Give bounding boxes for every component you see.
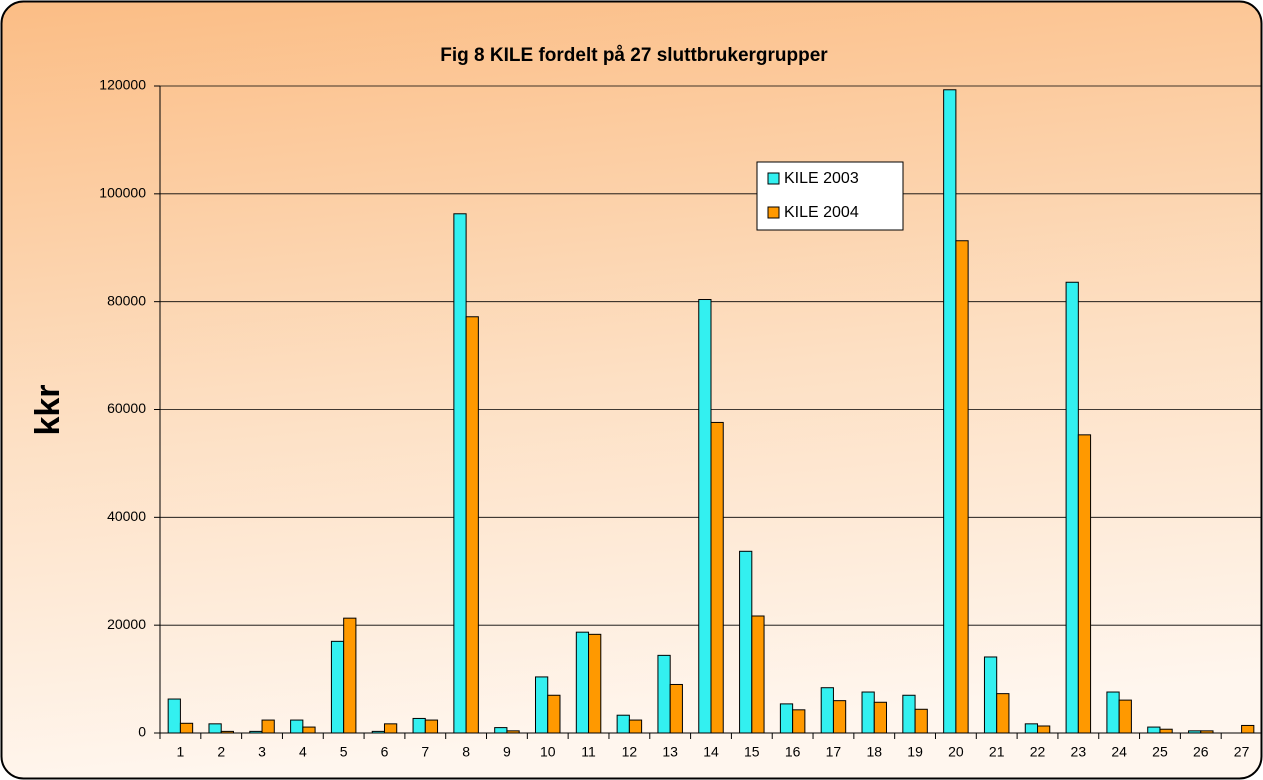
bar [383,723,398,734]
bar [302,726,316,734]
legend-label: KILE 2003 [784,170,859,187]
bar [290,719,304,734]
x-tick-label: 21 [989,744,1005,760]
y-tick-label: 80000 [107,292,146,308]
bar [779,703,794,734]
bar [628,719,643,734]
y-tick-label: 120000 [99,77,146,93]
bar [1118,699,1132,734]
x-tick-label: 13 [662,744,678,760]
x-tick-label: 9 [503,744,511,760]
bar [983,656,998,734]
bar [669,683,683,734]
bar [739,550,753,734]
x-tick-label: 26 [1193,744,1209,760]
x-tick-label: 10 [540,744,556,760]
bar [261,719,275,734]
x-tick-label: 3 [258,744,266,760]
x-tick-label: 4 [299,744,307,760]
x-tick-label: 2 [217,744,225,760]
chart-title: Fig 8 KILE fordelt på 27 sluttbrukergrup… [440,45,828,66]
y-tick-label: 100000 [99,185,146,201]
bar [1241,724,1255,734]
bar [751,615,765,734]
bar [208,723,222,734]
x-tick-label: 18 [866,744,882,760]
bar [861,691,875,734]
bar [1159,728,1173,734]
bar [424,719,439,734]
bar [465,316,479,734]
x-tick-label: 23 [1071,744,1087,760]
bar [955,240,969,734]
x-tick-label: 1 [177,744,185,760]
y-axis-label: kkr [29,384,67,435]
bar [1024,723,1039,734]
bar [167,698,181,734]
legend-swatch [767,206,780,219]
bar [588,633,602,734]
x-tick-label: 17 [826,744,842,760]
x-tick-label: 16 [785,744,801,760]
x-tick-label: 22 [1030,744,1046,760]
bar [494,727,508,734]
x-tick-label: 15 [744,744,760,760]
bar [330,640,345,734]
bar [902,694,916,734]
y-tick-label: 60000 [107,400,146,416]
bar [179,722,194,734]
bar [873,701,888,734]
bar [1077,434,1092,734]
y-tick-label: 0 [138,724,146,740]
x-tick-label: 7 [421,744,429,760]
legend-swatch [767,172,780,185]
x-tick-label: 24 [1111,744,1127,760]
bar [943,89,957,734]
x-tick-label: 6 [381,744,389,760]
bar [575,631,590,734]
x-tick-label: 12 [622,744,638,760]
x-tick-label: 20 [948,744,964,760]
x-tick-label: 8 [462,744,470,760]
bar [698,299,712,734]
bar [832,700,847,734]
bar [453,213,467,734]
bar [657,654,671,734]
legend-box [756,161,904,231]
bar [547,694,561,734]
bar [996,693,1010,734]
bar [343,617,357,734]
bar [820,687,834,734]
bar [1037,725,1051,734]
bar [914,708,928,734]
x-tick-label: 5 [340,744,348,760]
bar [412,717,426,734]
bar [1147,726,1161,734]
legend-label: KILE 2004 [784,204,859,221]
y-tick-label: 40000 [107,508,146,524]
bar [792,709,806,734]
y-tick-label: 20000 [107,616,146,632]
bar [710,421,724,734]
x-tick-label: 27 [1234,744,1250,760]
bar [534,676,549,734]
bar [1065,281,1079,734]
x-tick-label: 11 [581,744,596,760]
x-tick-label: 25 [1152,744,1168,760]
bar [616,714,630,734]
x-tick-label: 14 [703,744,719,760]
x-tick-label: 19 [907,744,923,760]
bar [1106,691,1120,734]
